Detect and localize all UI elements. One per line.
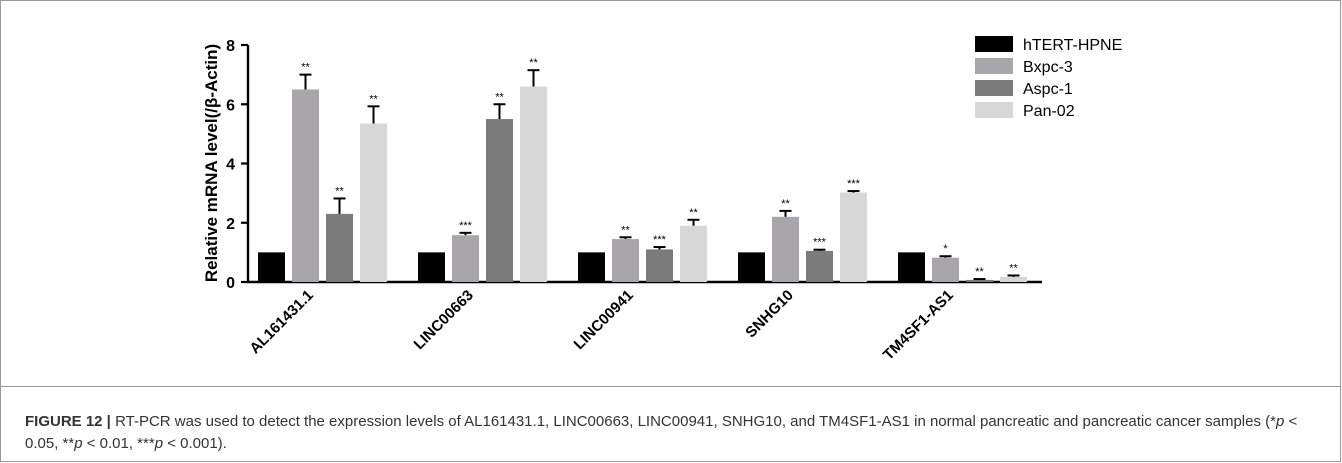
x-tick-label: LINC00663 — [411, 287, 477, 353]
caption-p3: p — [154, 435, 164, 452]
significance-label: ** — [495, 91, 504, 103]
x-tick-label: TM4SF1-AS1 — [880, 287, 957, 364]
bar-bxpc-3 — [612, 239, 639, 282]
caption-divider — [0, 386, 1341, 387]
bar-htert-hpne — [258, 252, 285, 282]
y-tick-label: 4 — [226, 157, 235, 174]
figure-caption: FIGURE 12 | RT-PCR was used to detect th… — [25, 411, 1315, 455]
significance-label: ** — [335, 185, 344, 197]
y-tick-label: 2 — [226, 216, 235, 233]
significance-label: ** — [1009, 262, 1018, 274]
bar-pan-02 — [840, 192, 867, 282]
caption-t3: < 0.001). — [163, 435, 227, 452]
bar-aspc-1 — [966, 279, 993, 282]
bar-htert-hpne — [898, 252, 925, 282]
bar-bxpc-3 — [292, 89, 319, 282]
caption-label: FIGURE 12 | — [25, 413, 111, 430]
caption-p1: p — [1275, 413, 1285, 430]
caption-t2: < 0.01, *** — [82, 435, 155, 452]
significance-label: ** — [621, 224, 630, 236]
significance-label: *** — [847, 178, 861, 190]
significance-label: ** — [529, 57, 538, 69]
bar-bxpc-3 — [772, 216, 799, 282]
significance-label: ** — [975, 266, 984, 278]
significance-label: *** — [459, 220, 473, 232]
legend-label: hTERT-HPNE — [1023, 37, 1122, 54]
bar-pan-02 — [520, 86, 547, 282]
bar-aspc-1 — [486, 119, 513, 282]
significance-label: ** — [689, 207, 698, 219]
bar-bxpc-3 — [452, 235, 479, 282]
significance-label: ** — [781, 198, 790, 210]
legend-swatch — [975, 80, 1013, 96]
caption-p2: p — [74, 435, 83, 452]
bar-aspc-1 — [646, 249, 673, 282]
y-tick-label: 0 — [226, 275, 235, 292]
bar-pan-02 — [1000, 276, 1027, 282]
significance-label: *** — [653, 234, 667, 246]
bar-htert-hpne — [418, 252, 445, 282]
x-tick-label: LINC00941 — [571, 287, 637, 353]
bar-htert-hpne — [578, 252, 605, 282]
y-axis-label: Relative mRNA level(/β-Actin) — [202, 44, 221, 282]
bar-chart: Relative mRNA level(/β-Actin)02468******… — [202, 36, 1122, 364]
legend-swatch — [975, 58, 1013, 74]
bar-aspc-1 — [326, 213, 353, 282]
legend-label: Bxpc-3 — [1023, 59, 1073, 76]
x-tick-label: AL161431.1 — [246, 287, 316, 357]
significance-label: ** — [369, 93, 378, 105]
bar-pan-02 — [360, 123, 387, 282]
significance-label: *** — [813, 237, 827, 249]
legend-swatch — [975, 102, 1013, 118]
bar-pan-02 — [680, 225, 707, 282]
significance-label: ** — [301, 62, 310, 74]
bar-aspc-1 — [806, 250, 833, 282]
legend-label: Aspc-1 — [1023, 81, 1073, 98]
caption-text: RT-PCR was used to detect the expression… — [115, 413, 1276, 430]
y-tick-label: 6 — [226, 97, 235, 114]
significance-label: * — [943, 243, 948, 255]
legend-label: Pan-02 — [1023, 103, 1075, 120]
caption-t1: < 0.05, ** — [25, 413, 1298, 452]
legend-swatch — [975, 36, 1013, 52]
x-tick-label: SNHG10 — [742, 287, 796, 341]
bar-htert-hpne — [738, 252, 765, 282]
y-tick-label: 8 — [226, 38, 235, 55]
bar-bxpc-3 — [932, 257, 959, 282]
